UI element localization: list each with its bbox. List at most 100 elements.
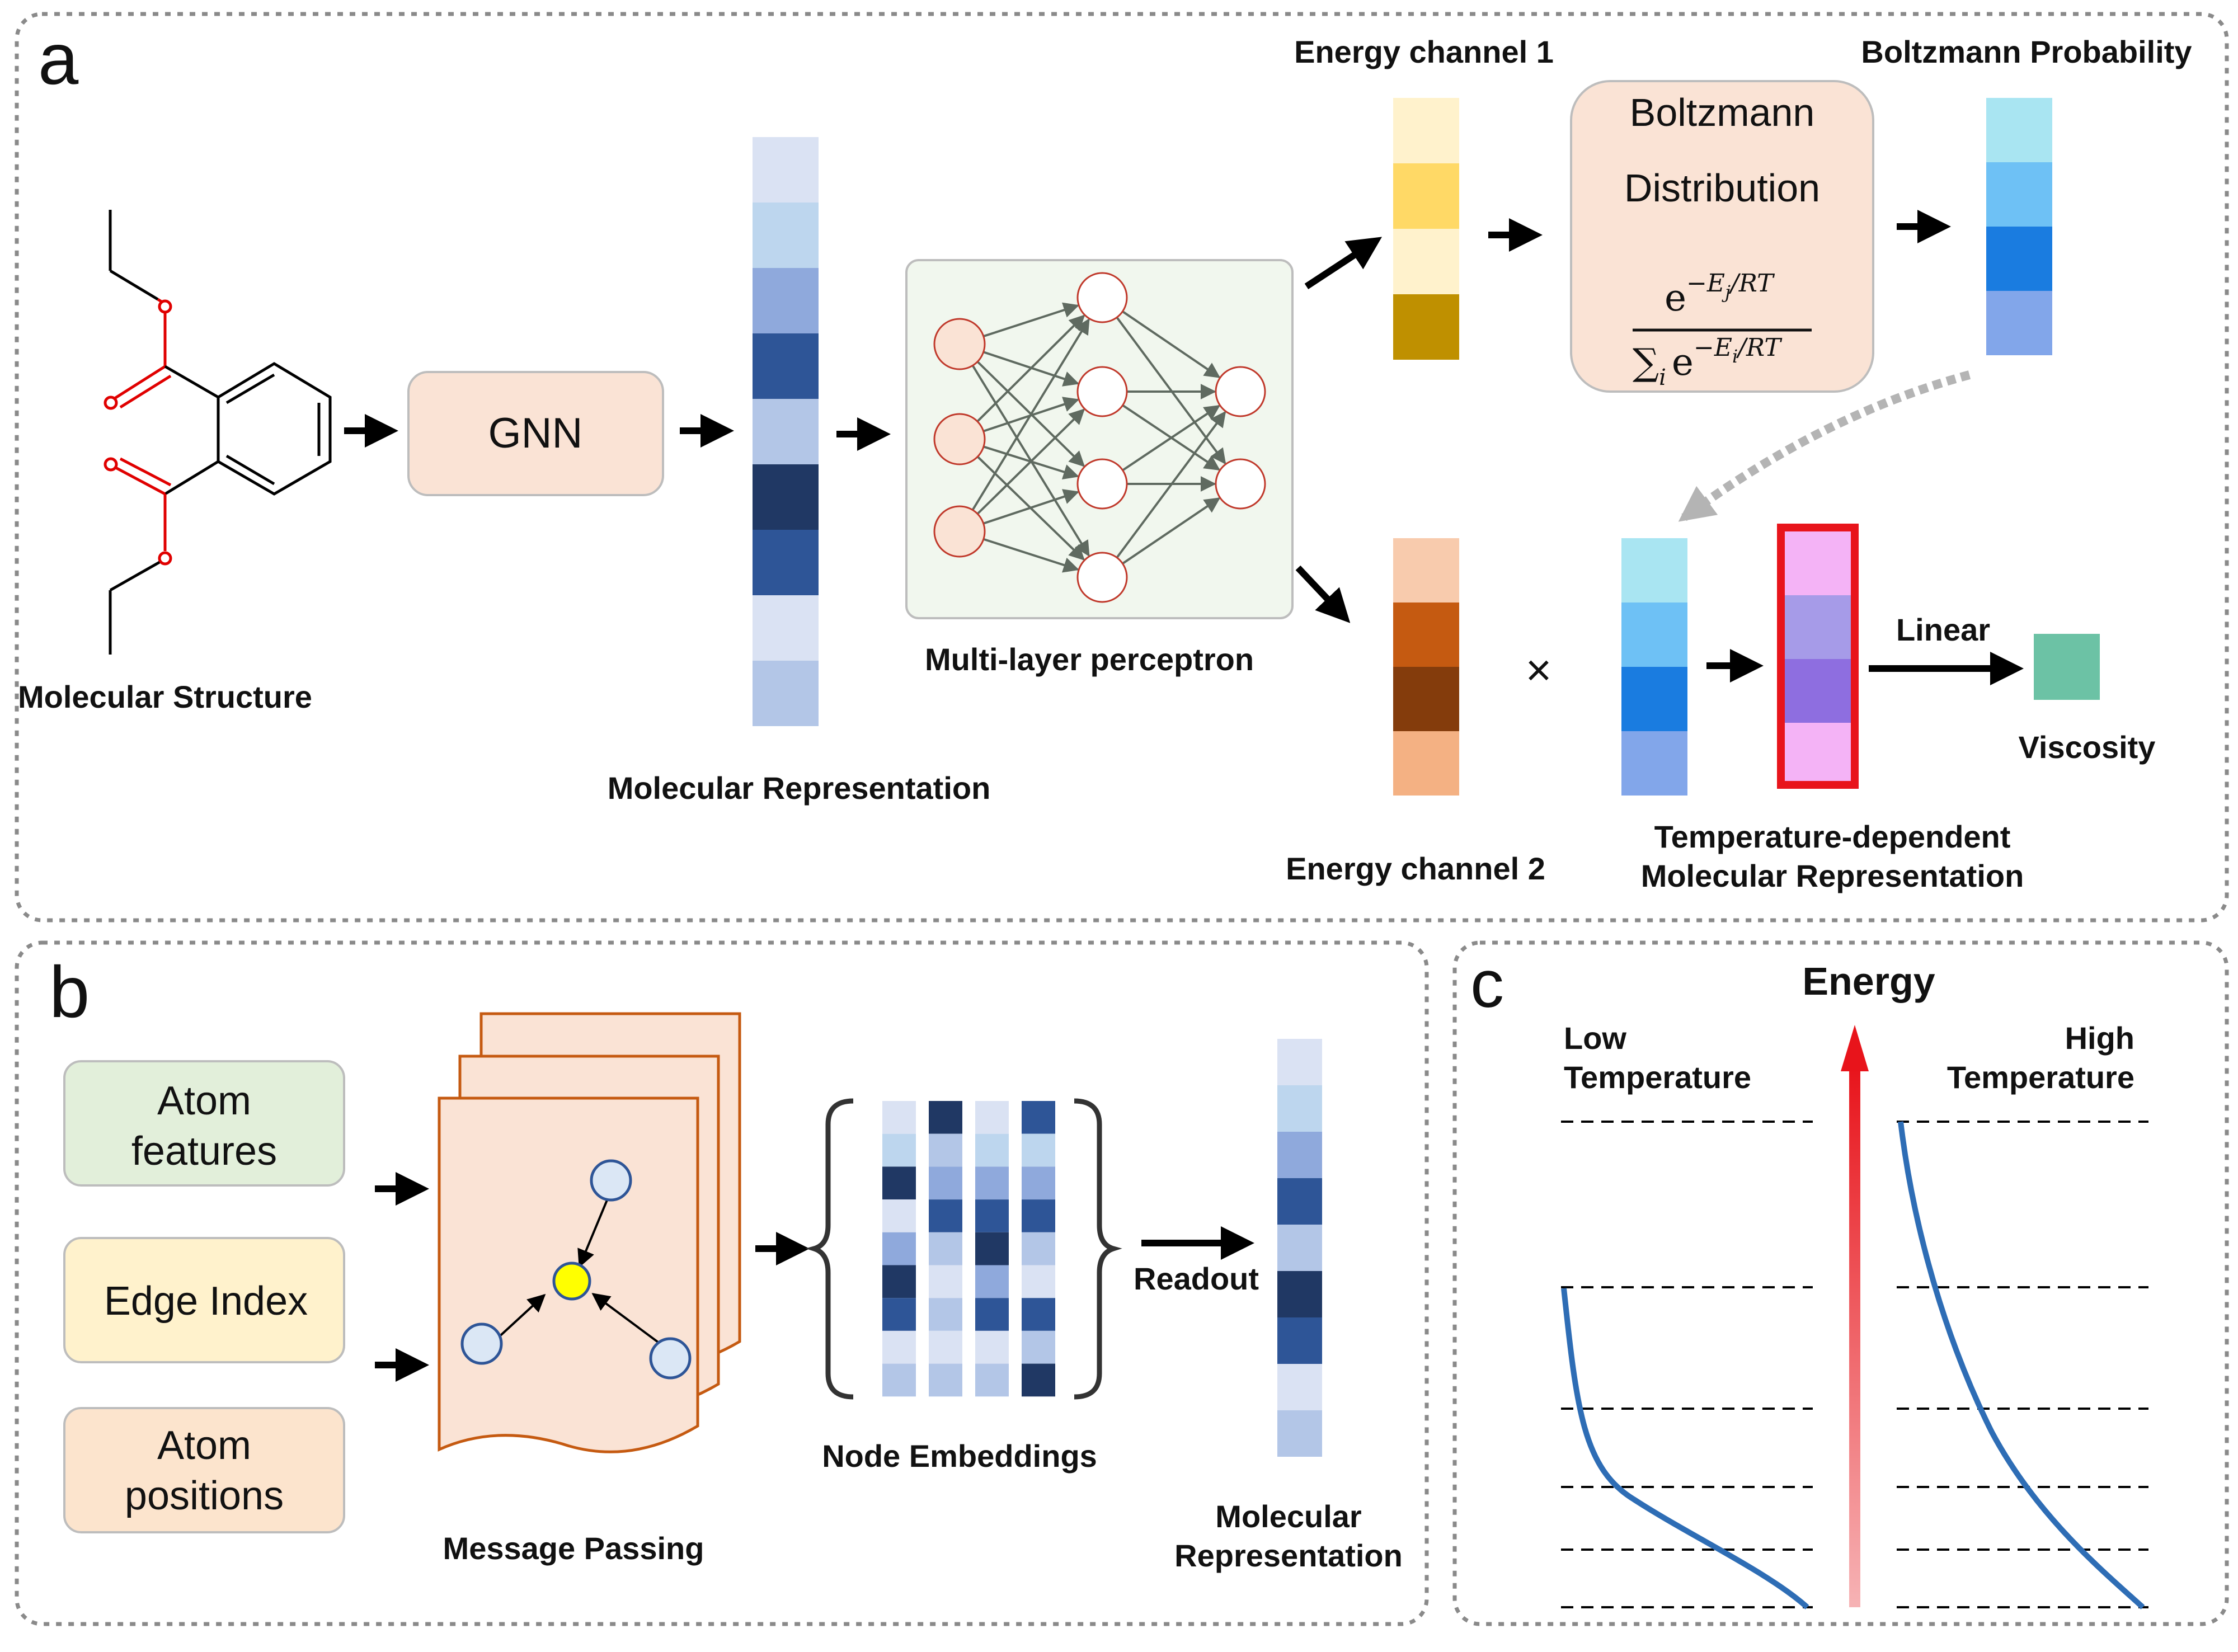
readout-label: Readout [1134, 1261, 1259, 1296]
edge-index-label: Edge Index [104, 1279, 308, 1324]
energy1-cell [1393, 294, 1459, 360]
message-passing-stack [438, 1012, 741, 1453]
embedding-cell [882, 1265, 916, 1298]
readout-cell [1277, 1364, 1322, 1410]
edge-index-box [63, 1237, 345, 1363]
energy-arrow-head [1841, 1025, 1869, 1071]
readout-cell [1277, 1271, 1322, 1317]
panel-b-letter: b [49, 951, 90, 1033]
weights-cell [1621, 603, 1687, 667]
gnn-box [407, 371, 664, 496]
temp-rep-cell [1785, 595, 1851, 659]
temp-rep-label-line1: Temperature-dependent [1654, 819, 2011, 854]
low-temp-line1: Low [1564, 1020, 1626, 1056]
embedding-cell [929, 1330, 962, 1364]
boltz-prob-cell [1986, 227, 2052, 291]
linear-label: Linear [1896, 612, 1990, 647]
energy-arrow-shaft [1849, 1066, 1860, 1607]
embedding-cell [882, 1330, 916, 1364]
atom-features-line1: Atom [157, 1079, 251, 1123]
mlp-hidden-node [1076, 366, 1128, 417]
embedding-cell [975, 1232, 1009, 1265]
temp-rep-cell [1785, 659, 1851, 723]
embedding-cell [1022, 1133, 1055, 1167]
embedding-cell [975, 1330, 1009, 1364]
temp-rep-cell [1785, 531, 1851, 595]
atom-features-line2: features [131, 1129, 277, 1174]
mlp-edge [976, 314, 1085, 422]
molecule-structure [104, 210, 332, 655]
node-embeddings-label: Node Embeddings [822, 1438, 1097, 1474]
boltzmann-curve-low [1561, 1288, 1809, 1609]
energy-channel-2-vector [1393, 538, 1459, 796]
boltzmann-box-line1: Boltzmann [1630, 91, 1815, 134]
right-brace [1074, 1098, 1122, 1400]
molecule-label: Molecular Structure [18, 679, 312, 714]
embedding-column [1022, 1101, 1055, 1397]
mlp-edge [976, 408, 1085, 515]
mol-rep-cell [753, 595, 819, 661]
arrow-prob-to-weights [1678, 370, 1971, 522]
embedding-cell [975, 1265, 1009, 1298]
mlp-edge [1122, 497, 1221, 564]
readout-cell [1277, 1039, 1322, 1085]
energy-channel-2-label: Energy channel 2 [1286, 851, 1545, 886]
panel-a-letter: a [38, 18, 79, 100]
embedding-column [882, 1101, 916, 1397]
mlp-hidden-node [1076, 552, 1128, 603]
boltz-prob-cell [1986, 98, 2052, 162]
molecular-representation-vector [753, 137, 819, 726]
energy-axis-label: Energy [1802, 959, 1935, 1003]
embedding-cell [929, 1363, 962, 1397]
embedding-column [975, 1101, 1009, 1397]
neighbor-node-left [460, 1322, 503, 1365]
atom-positions-line1: Atom [157, 1423, 251, 1468]
boltzmann-box-line2: Distribution [1624, 166, 1820, 210]
embedding-cell [1022, 1298, 1055, 1331]
boltzmann-prob-label: Boltzmann Probability [1861, 34, 2192, 69]
message-passing-graph [460, 1159, 692, 1380]
energy2-cell [1393, 603, 1459, 667]
mlp-hidden-node [1076, 458, 1128, 510]
embedding-cell [929, 1101, 962, 1134]
panel-b-frame [15, 940, 1429, 1626]
boltzmann-weights-vector [1621, 538, 1687, 796]
readout-cell [1277, 1085, 1322, 1132]
high-temp-line1: High [2065, 1020, 2134, 1056]
mlp-edge [1122, 404, 1221, 471]
mol-rep-label: Molecular Representation [608, 770, 991, 806]
viscosity-label: Viscosity [2019, 729, 2156, 765]
mol-rep-cell [753, 399, 819, 464]
energy2-cell [1393, 667, 1459, 731]
energy2-cell [1393, 538, 1459, 603]
embedding-cell [975, 1199, 1009, 1232]
weights-cell [1621, 731, 1687, 796]
embedding-cell [1022, 1330, 1055, 1364]
boltzmann-box [1570, 80, 1874, 393]
embedding-cell [975, 1298, 1009, 1331]
mlp-edge [983, 538, 1079, 573]
mlp-output-node [1215, 458, 1266, 510]
neighbor-node-top [590, 1159, 632, 1202]
embedding-cell [1022, 1199, 1055, 1232]
readout-cell [1277, 1178, 1322, 1225]
mlp-input-node [933, 505, 986, 558]
readout-cell [1277, 1317, 1322, 1364]
embedding-cell [1022, 1232, 1055, 1265]
embedding-cell [929, 1232, 962, 1265]
mlp-hidden-node [1076, 272, 1128, 323]
panel-b-mol-rep-line2: Representation [1174, 1538, 1403, 1573]
mol-rep-cell [753, 268, 819, 333]
mlp-output-node [1215, 366, 1266, 417]
embedding-cell [882, 1101, 916, 1134]
mlp-edge [983, 302, 1079, 337]
embedding-cell [882, 1232, 916, 1265]
mol-rep-cell [753, 137, 819, 203]
embedding-cell [1022, 1166, 1055, 1200]
embedding-column [929, 1101, 962, 1397]
readout-representation-vector [1277, 1039, 1322, 1457]
atom-features-box [63, 1060, 345, 1187]
energy1-cell [1393, 163, 1459, 229]
embedding-cell [975, 1133, 1009, 1167]
